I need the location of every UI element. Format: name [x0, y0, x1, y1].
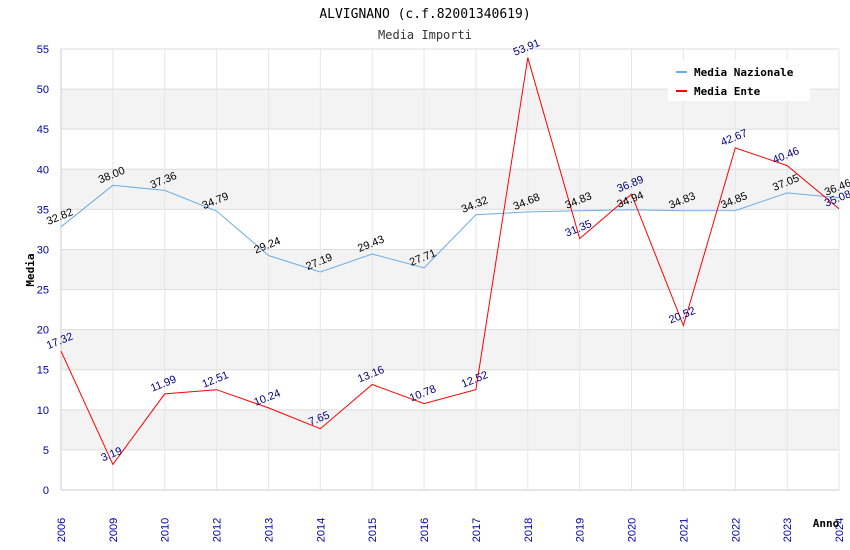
x-tick-label: 2021 [678, 518, 690, 542]
x-tick-label: 2018 [523, 518, 535, 542]
y-tick-label: 0 [43, 485, 49, 497]
legend: Media Nazionale Media Ente [668, 60, 810, 101]
x-axis-ticks: 2006 2009 2010 2012 2013 2014 2015 2016 2017 2018… [56, 518, 846, 542]
x-tick-label: 2017 [471, 518, 483, 542]
grid-lines [60, 48, 840, 491]
series-line-media-nazionale [60, 184, 840, 273]
x-tick-label: 2010 [160, 518, 172, 542]
plot-band [61, 169, 839, 210]
x-tick-label: 2020 [627, 518, 639, 542]
x-tick-label: 2014 [315, 518, 327, 542]
y-tick-label: 50 [37, 84, 49, 96]
plot-band [61, 249, 839, 290]
y-axis-label: Media [24, 253, 37, 286]
plot-band [61, 329, 839, 370]
x-tick-label: 2024 [834, 518, 846, 542]
plot-bands [61, 49, 839, 490]
y-tick-label: 35 [37, 204, 49, 216]
y-tick-label: 45 [37, 124, 49, 136]
chart-title: ALVIGNANO (c.f.82001340619) [319, 7, 530, 22]
y-tick-label: 55 [37, 44, 49, 56]
y-tick-label: 30 [37, 244, 49, 256]
plot-band [61, 129, 839, 170]
plot-band [61, 449, 839, 490]
series-lines [60, 57, 840, 466]
x-tick-label: 2015 [367, 518, 379, 542]
x-tick-label: 2006 [56, 518, 68, 542]
x-tick-label: 2009 [108, 518, 120, 542]
y-axis-ticks: 0 5 10 15 20 25 30 35 40 45 50 55 [37, 44, 49, 497]
plot-band [61, 369, 839, 410]
plot-band [61, 289, 839, 330]
x-tick-label: 2012 [212, 518, 224, 542]
x-tick-label: 2019 [575, 518, 587, 542]
x-tick-label: 2022 [730, 518, 742, 542]
y-tick-label: 15 [37, 365, 49, 377]
chart-subtitle: Media Importi [378, 28, 472, 42]
x-axis-label: Anno [813, 517, 840, 530]
y-tick-label: 5 [43, 445, 49, 457]
x-tick-label: 2013 [263, 518, 275, 542]
legend-label: Media Ente [694, 85, 761, 98]
y-tick-label: 25 [37, 285, 49, 297]
legend-label: Media Nazionale [694, 66, 794, 79]
plot-band [61, 209, 839, 250]
y-tick-label: 40 [37, 164, 49, 176]
plot-band [61, 409, 839, 450]
series-line-media-ente [60, 57, 840, 466]
x-tick-label: 2016 [419, 518, 431, 542]
y-tick-label: 20 [37, 325, 49, 337]
y-tick-label: 10 [37, 405, 49, 417]
legend-box [668, 60, 810, 101]
x-tick-label: 2023 [782, 518, 794, 542]
